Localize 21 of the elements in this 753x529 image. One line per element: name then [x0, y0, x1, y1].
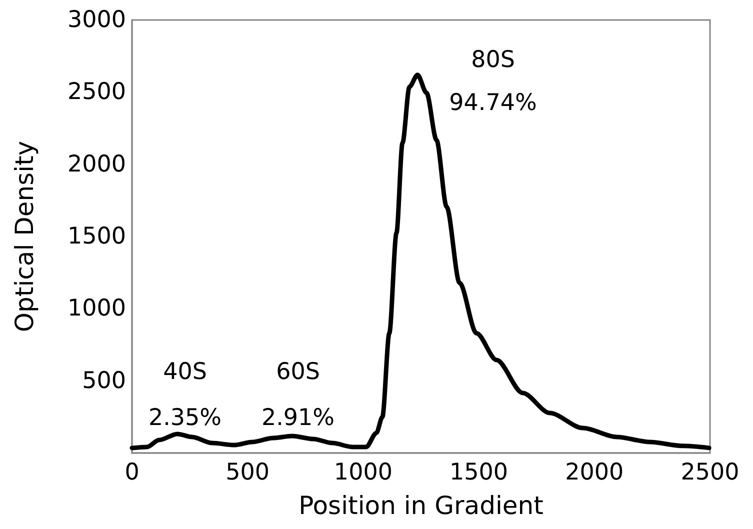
- x-axis-title: Position in Gradient: [298, 491, 544, 520]
- annotation: 40S: [163, 359, 207, 385]
- y-tick-label: 3000: [67, 7, 126, 33]
- y-tick-label: 1500: [67, 224, 126, 250]
- y-tick-label: 2000: [67, 151, 126, 178]
- x-tick-label: 500: [226, 460, 270, 486]
- x-tick-label: 2000: [565, 460, 624, 486]
- y-tick-label: 2500: [67, 79, 126, 106]
- y-axis-title: Optical Density: [10, 140, 39, 332]
- y-tick-label: 500: [82, 368, 126, 394]
- line-series: [130, 72, 712, 450]
- annotation: 2.91%: [261, 405, 335, 431]
- x-tick-label: 1000: [334, 460, 392, 486]
- annotation: 94.74%: [449, 90, 537, 116]
- y-tick-label: 1000: [67, 296, 126, 322]
- x-tick-label: 0: [124, 460, 140, 486]
- x-tick-label: 1500: [450, 460, 508, 486]
- x-tick-label: 2500: [680, 460, 740, 486]
- annotation: 2.35%: [148, 405, 222, 431]
- annotation: 80S: [471, 47, 515, 73]
- annotation: 60S: [276, 359, 320, 385]
